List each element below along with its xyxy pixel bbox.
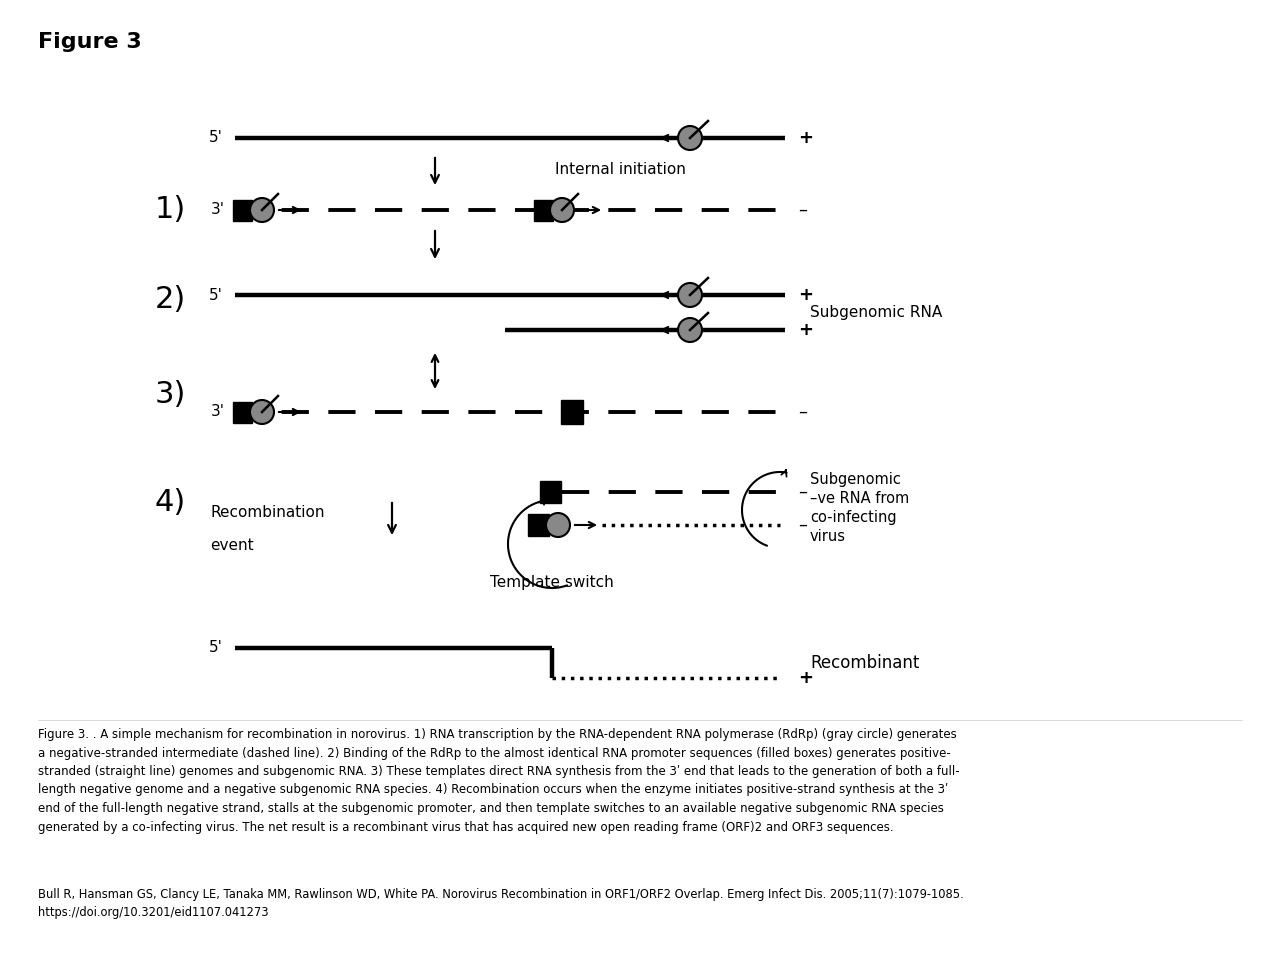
Text: +: + xyxy=(797,669,813,687)
Circle shape xyxy=(547,513,570,537)
Text: Template switch: Template switch xyxy=(490,575,614,590)
Circle shape xyxy=(678,318,701,342)
Text: 1): 1) xyxy=(155,195,187,224)
Text: –: – xyxy=(797,403,806,421)
Text: 3): 3) xyxy=(155,380,187,409)
Text: 5': 5' xyxy=(209,131,223,146)
Text: +: + xyxy=(797,286,813,304)
Text: 5': 5' xyxy=(209,640,223,656)
Text: Figure 3: Figure 3 xyxy=(38,32,142,52)
Circle shape xyxy=(250,400,274,424)
Text: Figure 3. . A simple mechanism for recombination in norovirus. 1) RNA transcript: Figure 3. . A simple mechanism for recom… xyxy=(38,728,960,833)
Text: Bull R, Hansman GS, Clancy LE, Tanaka MM, Rawlinson WD, White PA. Norovirus Reco: Bull R, Hansman GS, Clancy LE, Tanaka MM… xyxy=(38,888,964,919)
Text: Subgenomic
–ve RNA from
co-infecting
virus: Subgenomic –ve RNA from co-infecting vir… xyxy=(810,471,909,544)
Circle shape xyxy=(550,198,573,222)
Bar xyxy=(233,200,252,221)
Circle shape xyxy=(678,283,701,307)
Bar xyxy=(534,200,553,221)
Text: 3': 3' xyxy=(211,203,225,218)
Text: Recombination: Recombination xyxy=(210,505,325,520)
Text: 5': 5' xyxy=(209,287,223,302)
Text: +: + xyxy=(797,129,813,147)
Circle shape xyxy=(250,198,274,222)
Text: –: – xyxy=(797,516,806,534)
Text: event: event xyxy=(210,538,253,553)
Bar xyxy=(539,481,561,503)
Text: +: + xyxy=(797,321,813,339)
Bar xyxy=(561,400,582,424)
Bar xyxy=(233,401,252,422)
Text: Subgenomic RNA: Subgenomic RNA xyxy=(810,305,942,320)
Bar xyxy=(527,514,549,536)
Text: 4): 4) xyxy=(155,488,187,517)
Text: 2): 2) xyxy=(155,285,187,314)
Text: –: – xyxy=(797,201,806,219)
Text: –: – xyxy=(797,483,806,501)
Text: Recombinant: Recombinant xyxy=(810,654,919,672)
Text: Internal initiation: Internal initiation xyxy=(556,162,686,178)
Circle shape xyxy=(678,126,701,150)
Text: 3': 3' xyxy=(211,404,225,420)
